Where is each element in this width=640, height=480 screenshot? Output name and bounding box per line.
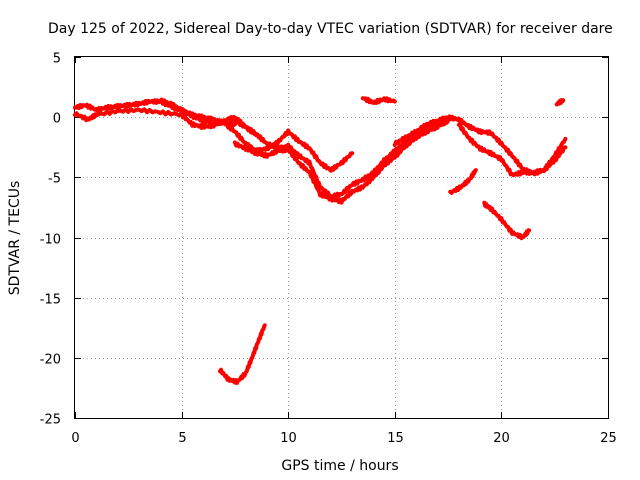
series-line-arc-11 xyxy=(554,98,566,107)
x-tick-label: 5 xyxy=(178,431,186,446)
ticks: 0 5 10 15 20 25 5 0 -5 -10 -15 -20 -25 xyxy=(40,52,617,447)
y-tick-label: -15 xyxy=(40,293,61,308)
x-tick-label: 15 xyxy=(387,431,404,446)
grid xyxy=(75,57,608,418)
y-tick-label: -5 xyxy=(48,172,61,187)
series-line-arc-12 xyxy=(218,323,267,385)
series-line-arc-1 xyxy=(73,98,237,128)
x-axis-label: GPS time / hours xyxy=(281,458,398,474)
y-tick-label: -25 xyxy=(40,413,61,428)
series-group xyxy=(73,96,568,385)
y-tick-label: 5 xyxy=(53,52,61,67)
series-line-arc-6 xyxy=(360,96,397,105)
series-line-arc-8 xyxy=(456,122,568,178)
series-line-arc-9 xyxy=(448,168,478,195)
x-tick-label: 10 xyxy=(280,431,297,446)
x-tick-label: 0 xyxy=(71,431,79,446)
chart-title: Day 125 of 2022, Sidereal Day-to-day VTE… xyxy=(48,21,613,37)
y-tick-label: -10 xyxy=(40,233,61,248)
plot-frame xyxy=(74,56,609,419)
x-tick-label: 20 xyxy=(493,431,510,446)
series-line-arc-2 xyxy=(73,107,259,138)
y-tick-label: -20 xyxy=(40,353,61,368)
x-tick-label: 25 xyxy=(600,431,617,446)
y-axis-label: SDTVAR / TECUs xyxy=(7,181,23,296)
series-line-arc-10 xyxy=(482,200,532,241)
y-tick-label: 0 xyxy=(53,112,61,127)
series-line-arc-5 xyxy=(232,118,451,205)
